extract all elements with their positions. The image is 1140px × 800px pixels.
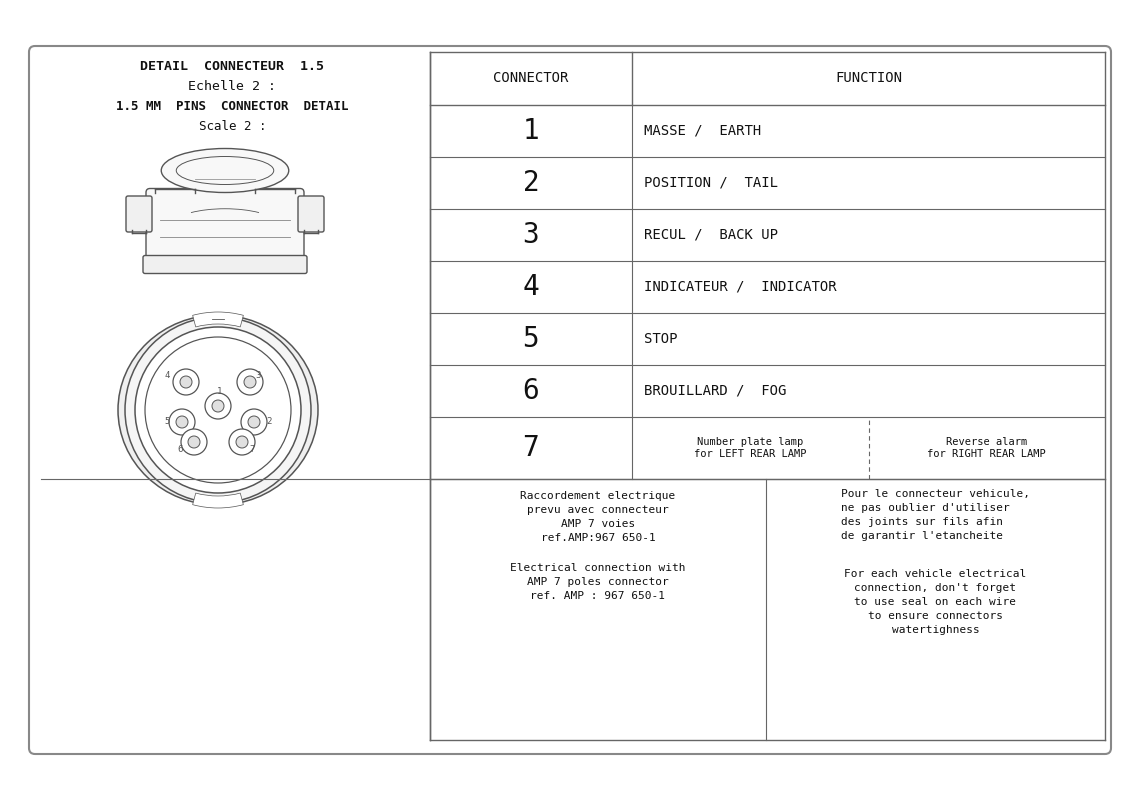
Text: 1: 1 [522,117,539,145]
Text: 3: 3 [522,221,539,249]
Text: 5: 5 [164,418,170,426]
Text: MASSE /  EARTH: MASSE / EARTH [644,124,762,138]
Ellipse shape [161,149,288,193]
Circle shape [145,337,291,483]
Circle shape [176,416,188,428]
Text: 4: 4 [164,370,170,379]
Text: For each vehicle electrical
connection, don't forget
to use seal on each wire
to: For each vehicle electrical connection, … [845,569,1027,635]
Circle shape [237,369,263,395]
Wedge shape [193,312,243,327]
Wedge shape [193,493,243,508]
Text: Number plate lamp
for LEFT REAR LAMP: Number plate lamp for LEFT REAR LAMP [694,437,806,459]
Text: Scale 2 :: Scale 2 : [198,120,267,133]
Circle shape [249,416,260,428]
Text: 1.5 MM  PINS  CONNECTOR  DETAIL: 1.5 MM PINS CONNECTOR DETAIL [116,100,349,113]
Text: Electrical connection with
AMP 7 poles connector
ref. AMP : 967 650-1: Electrical connection with AMP 7 poles c… [511,563,686,601]
Text: 5: 5 [522,325,539,353]
Circle shape [181,429,207,455]
Circle shape [125,317,311,503]
Text: Raccordement electrique
prevu avec connecteur
AMP 7 voies
ref.AMP:967 650-1: Raccordement electrique prevu avec conne… [520,491,676,543]
Text: RECUL /  BACK UP: RECUL / BACK UP [644,228,777,242]
FancyBboxPatch shape [28,46,1112,754]
Ellipse shape [119,315,318,505]
Text: 7: 7 [250,446,254,454]
Text: 4: 4 [522,273,539,301]
Text: Reverse alarm
for RIGHT REAR LAMP: Reverse alarm for RIGHT REAR LAMP [927,437,1047,459]
Text: Pour le connecteur vehicule,
ne pas oublier d'utiliser
des joints sur fils afin
: Pour le connecteur vehicule, ne pas oubl… [841,489,1031,541]
Ellipse shape [177,157,274,185]
Text: INDICATEUR /  INDICATOR: INDICATEUR / INDICATOR [644,280,837,294]
FancyBboxPatch shape [298,196,324,232]
Text: FUNCTION: FUNCTION [834,71,902,86]
Text: 1: 1 [218,386,222,395]
Circle shape [135,327,301,493]
Text: CONNECTOR: CONNECTOR [494,71,569,86]
Text: Echelle 2 :: Echelle 2 : [188,80,277,93]
Circle shape [205,393,231,419]
Circle shape [169,409,195,435]
Circle shape [236,436,249,448]
Text: DETAIL  CONNECTEUR  1.5: DETAIL CONNECTEUR 1.5 [140,60,325,73]
Circle shape [180,376,192,388]
Circle shape [173,369,200,395]
Text: BROUILLARD /  FOG: BROUILLARD / FOG [644,384,787,398]
Text: POSITION /  TAIL: POSITION / TAIL [644,176,777,190]
Text: 2: 2 [267,418,271,426]
FancyBboxPatch shape [142,255,307,274]
Circle shape [212,400,223,412]
Text: 6: 6 [522,377,539,405]
Text: 3: 3 [255,370,261,379]
Circle shape [244,376,256,388]
Circle shape [188,436,200,448]
Text: 7: 7 [522,434,539,462]
Circle shape [229,429,255,455]
FancyBboxPatch shape [127,196,152,232]
Circle shape [241,409,267,435]
Text: 6: 6 [178,446,182,454]
FancyBboxPatch shape [146,189,304,262]
Text: STOP: STOP [644,332,677,346]
Text: 2: 2 [522,169,539,197]
